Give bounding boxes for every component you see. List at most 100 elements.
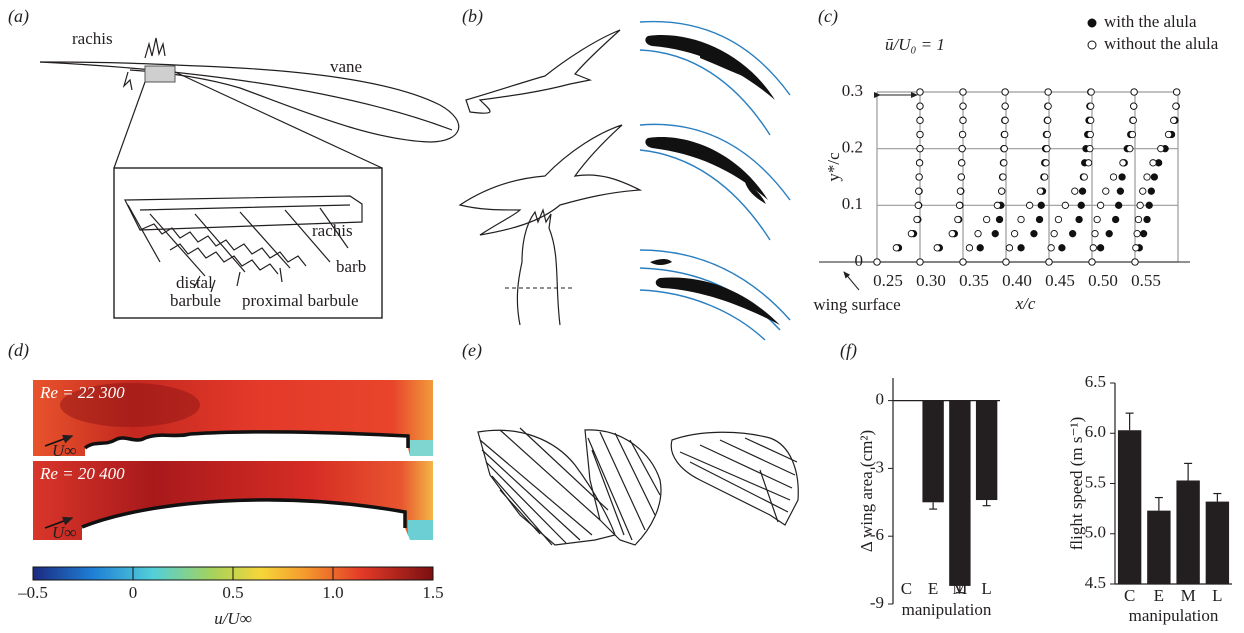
profile-point (1131, 89, 1137, 95)
x-axis-label: manipulation (1129, 606, 1219, 625)
profile-point (1117, 188, 1123, 194)
profile-point (1037, 188, 1043, 194)
y-tick-label: 0.1 (842, 194, 863, 213)
profile-point (1044, 145, 1050, 151)
y-tick-label: -9 (870, 593, 884, 612)
profile-point (1112, 216, 1118, 222)
profile-point (917, 145, 923, 151)
reynolds-label: Re = 20 400 (39, 464, 125, 483)
profile-point (966, 245, 972, 251)
profile-point (996, 216, 1002, 222)
x-tick-label: L (1212, 586, 1222, 605)
profile-point (1078, 202, 1084, 208)
profile-point (959, 160, 965, 166)
velocity-field (408, 520, 433, 540)
profile-point (1001, 145, 1007, 151)
profile-point (917, 89, 923, 95)
profile-point (958, 174, 964, 180)
profile-point (977, 245, 983, 251)
profile-point (916, 160, 922, 166)
profile-point (1031, 230, 1037, 236)
x-tick-label: E (1154, 586, 1164, 605)
y-tick-label: 0 (855, 251, 864, 270)
x-tick-label: 0.30 (916, 271, 946, 290)
bar (1118, 430, 1141, 584)
y-axis-label: y*/c (824, 152, 843, 182)
profile-point (983, 216, 989, 222)
profile-point (1106, 230, 1112, 236)
profile-point (1044, 131, 1050, 137)
profile-point (1120, 160, 1126, 166)
colorbar-tick-label: 0.5 (222, 583, 243, 602)
profile-point (1090, 245, 1096, 251)
profile-point (949, 230, 955, 236)
profile-point (1094, 216, 1100, 222)
profile-point (1140, 188, 1146, 194)
profile-point (1133, 245, 1139, 251)
profile-point (1076, 216, 1082, 222)
profile-point (1003, 259, 1009, 265)
page: Figure html, body { margin: 0; padding: … (0, 0, 1244, 633)
profile-point (1045, 103, 1051, 109)
panel-label: (c) (818, 6, 838, 27)
profile-point (1002, 117, 1008, 123)
profile-point (1002, 131, 1008, 137)
profile-point (960, 259, 966, 265)
profile-point (1089, 259, 1095, 265)
profile-point (1127, 145, 1133, 151)
profile-point (1059, 245, 1065, 251)
profile-point (1158, 145, 1164, 151)
bar (1176, 480, 1199, 584)
profile-point (1062, 202, 1068, 208)
profile-point (1088, 117, 1094, 123)
x-tick-label: 0.25 (873, 271, 903, 290)
feather-label: barb (336, 257, 366, 276)
profile-point (1088, 103, 1094, 109)
y-tick-label: 0 (876, 390, 885, 409)
profile-point (1150, 160, 1156, 166)
profile-point (1000, 174, 1006, 180)
x-tick-label: 0.40 (1002, 271, 1032, 290)
profile-point (1131, 103, 1137, 109)
profile-point (960, 117, 966, 123)
x-tick-label: M (952, 579, 967, 598)
profile-point (1092, 230, 1098, 236)
x-tick-label: 0.35 (959, 271, 989, 290)
profile-point (914, 216, 920, 222)
profile-point (1097, 245, 1103, 251)
feather-label: distal (176, 273, 213, 292)
profile-point (1018, 216, 1024, 222)
profile-point (1137, 202, 1143, 208)
unit-annotation: ū/U₀ = 1 (885, 35, 945, 54)
profile-point (1069, 230, 1075, 236)
profile-point (1129, 131, 1135, 137)
profile-point (1165, 131, 1171, 137)
profile-point (1144, 174, 1150, 180)
bar (949, 401, 970, 586)
profile-point (1174, 89, 1180, 95)
profile-point (1140, 230, 1146, 236)
profile-point (916, 188, 922, 194)
profile-point (1048, 245, 1054, 251)
profile-point (960, 89, 966, 95)
y-tick-label: 0.3 (842, 81, 863, 100)
panel-label: (d) (8, 340, 29, 361)
feather-label: proximal barbule (242, 291, 359, 310)
x-tick-label: 0.55 (1131, 271, 1161, 290)
profile-point (1038, 202, 1044, 208)
profile-point (1045, 89, 1051, 95)
reynolds-label: Re = 22 300 (39, 383, 125, 402)
profile-point (1085, 160, 1091, 166)
x-tick-label: 0.50 (1088, 271, 1118, 290)
profile-point (1088, 89, 1094, 95)
profile-point (1171, 117, 1177, 123)
profile-point (1036, 216, 1042, 222)
page-body: {"panel_labels": ["(a)", "(b)", "(c)", "… (0, 0, 1244, 633)
profile-point (1043, 160, 1049, 166)
bar (922, 401, 943, 503)
velocity-field (410, 440, 433, 456)
profile-point (917, 117, 923, 123)
y-tick-label: 4.5 (1085, 573, 1106, 592)
y-axis-label: Δ wing area (cm²) (857, 430, 876, 552)
profile-point (956, 202, 962, 208)
